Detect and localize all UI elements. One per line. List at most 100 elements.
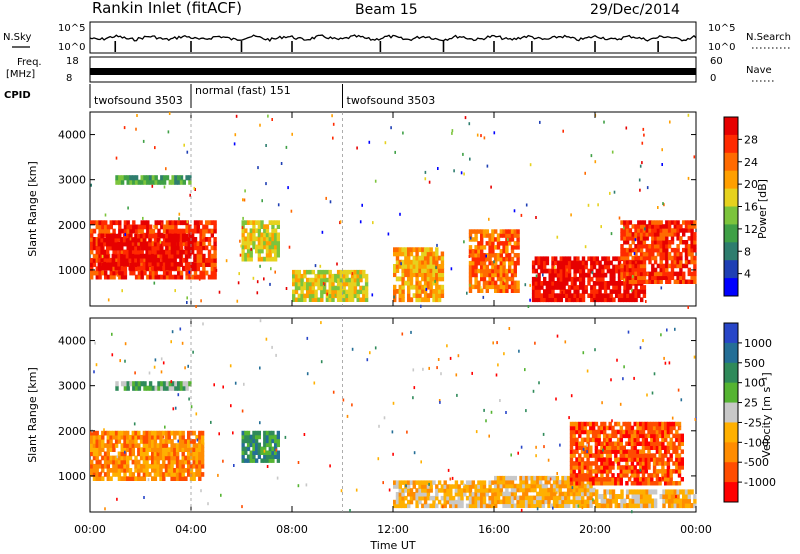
heatmap-cell [570, 264, 575, 270]
heatmap-cell [573, 281, 577, 286]
scatter-echo [517, 451, 519, 455]
scatter-echo [237, 281, 240, 285]
heatmap-cell [600, 449, 604, 454]
heatmap-cell [650, 441, 654, 446]
scatter-echo [399, 212, 401, 216]
heatmap-cell [673, 498, 677, 504]
heatmap-cell [510, 288, 515, 293]
heatmap-cell [322, 277, 327, 283]
scatter-echo [623, 278, 626, 282]
scatter-echo [603, 120, 605, 124]
heatmap-cell [325, 277, 330, 283]
scatter-echo [332, 136, 334, 140]
heatmap-cell [510, 479, 515, 485]
heatmap-cell [550, 487, 554, 493]
heatmap-cell [651, 267, 655, 273]
heatmap-cell [182, 385, 186, 391]
heatmap-cell [600, 425, 604, 431]
heatmap-cell [415, 264, 419, 269]
scatter-echo [480, 134, 482, 138]
heatmap-cell [255, 244, 259, 250]
heatmap-cell [581, 260, 586, 266]
scatter-echo [456, 393, 458, 397]
heatmap-cell [429, 247, 433, 253]
heatmap-cell [482, 488, 487, 493]
heatmap-cell [640, 285, 644, 290]
heatmap-cell [510, 260, 515, 266]
scatter-echo [631, 288, 633, 292]
heatmap-cell [429, 495, 433, 501]
heatmap-cell [485, 241, 489, 246]
heatmap-cell [210, 270, 214, 276]
heatmap-cell [109, 443, 113, 448]
heatmap-cell [151, 447, 155, 452]
heatmap-cell [122, 261, 127, 267]
heatmap-cell [592, 281, 597, 286]
heatmap-cell [620, 498, 624, 504]
heatmap-cell [306, 281, 310, 287]
heatmap-cell [496, 483, 501, 489]
heatmap-cell [656, 232, 661, 237]
heatmap-cell [623, 232, 627, 237]
heatmap-cell [491, 503, 495, 509]
heatmap-cell [572, 473, 576, 478]
heatmap-cell [393, 284, 397, 290]
heatmap-cell [639, 247, 644, 253]
scatter-echo [649, 244, 651, 248]
heatmap-cell [134, 476, 138, 481]
heatmap-cell [611, 494, 616, 500]
heatmap-cell [151, 265, 155, 271]
heatmap-cell [628, 297, 633, 303]
heatmap-cell [620, 267, 624, 273]
heatmap-cell [669, 421, 673, 427]
heatmap-cell [633, 473, 637, 478]
heatmap-cell [112, 455, 116, 461]
heatmap-cell [491, 272, 495, 278]
heatmap-cell [271, 240, 275, 246]
heatmap-cell [561, 475, 565, 481]
heatmap-cell [160, 258, 164, 263]
heatmap-cell [527, 503, 532, 508]
heatmap-cell [268, 430, 272, 436]
y-tick-label: 4000 [58, 335, 86, 348]
heatmap-cell [502, 495, 506, 501]
heatmap-cell [415, 297, 419, 303]
heatmap-cell [213, 245, 217, 251]
heatmap-cell [252, 430, 256, 436]
scatter-echo [639, 164, 642, 168]
heatmap-cell [134, 237, 138, 243]
heatmap-cell [241, 434, 245, 440]
scatter-echo [252, 276, 255, 280]
heatmap-cell [652, 429, 657, 435]
heatmap-cell [265, 454, 270, 459]
heatmap-cell [639, 251, 644, 257]
scatter-echo [172, 407, 175, 411]
heatmap-cell [612, 272, 616, 278]
heatmap-cell [128, 476, 133, 481]
heatmap-cell [522, 483, 526, 489]
heatmap-cell [591, 477, 596, 482]
heatmap-cell [129, 228, 133, 234]
heatmap-cell [103, 443, 108, 448]
heatmap-cell [545, 289, 550, 294]
heatmap-cell [246, 252, 251, 258]
colorbar-tick-label: 20 [744, 178, 758, 191]
heatmap-cell [626, 293, 630, 298]
heatmap-cell [474, 272, 478, 278]
heatmap-cell [263, 446, 267, 452]
heatmap-cell [639, 481, 643, 486]
heatmap-cell [637, 289, 641, 294]
scatter-echo [581, 506, 584, 510]
heatmap-cell [556, 293, 561, 298]
heatmap-cell [566, 495, 571, 501]
heatmap-cell [682, 494, 686, 500]
heatmap-cell [659, 255, 663, 261]
heatmap-cell [687, 228, 691, 233]
heatmap-cell [325, 293, 330, 299]
scatter-echo [336, 262, 338, 266]
heatmap-cell [647, 421, 651, 427]
heatmap-cell [265, 434, 270, 440]
heatmap-cell [179, 179, 184, 185]
heatmap-cell [200, 472, 205, 477]
heatmap-cell [628, 232, 633, 237]
